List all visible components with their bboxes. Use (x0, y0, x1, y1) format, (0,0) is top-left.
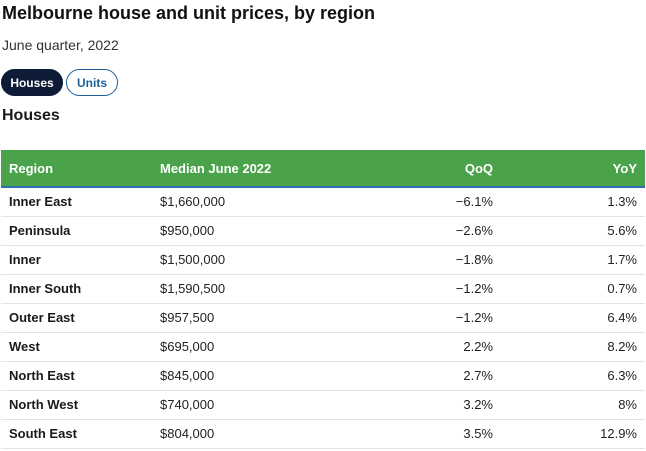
tab-bar: Houses Units (1, 69, 118, 96)
cell-qoq: −2.6% (365, 216, 501, 246)
cell-region: Inner (1, 245, 152, 275)
cell-qoq: 3.5% (365, 419, 501, 449)
table-row: North West $740,000 3.2% 8% (1, 390, 645, 420)
cell-median: $1,590,500 (152, 274, 365, 304)
cell-qoq: −1.2% (365, 274, 501, 304)
cell-region: Inner South (1, 274, 152, 304)
cell-region: South East (1, 419, 152, 449)
section-heading: Houses (2, 107, 60, 124)
cell-median: $957,500 (152, 303, 365, 333)
cell-qoq: −1.2% (365, 303, 501, 333)
cell-qoq: 3.2% (365, 390, 501, 420)
page-subtitle: June quarter, 2022 (2, 37, 119, 53)
cell-median: $695,000 (152, 332, 365, 362)
cell-median: $804,000 (152, 419, 365, 449)
cell-region: Inner East (1, 187, 152, 217)
table-row: North East $845,000 2.7% 6.3% (1, 361, 645, 391)
cell-region: North West (1, 390, 152, 420)
cell-yoy: 8.2% (501, 332, 645, 362)
cell-yoy: 8% (501, 390, 645, 420)
table-row: West $695,000 2.2% 8.2% (1, 332, 645, 362)
table-row: Inner East $1,660,000 −6.1% 1.3% (1, 187, 645, 217)
table-row: South East $804,000 3.5% 12.9% (1, 419, 645, 449)
cell-qoq: −6.1% (365, 187, 501, 217)
page-title: Melbourne house and unit prices, by regi… (2, 3, 376, 23)
cell-yoy: 1.3% (501, 187, 645, 217)
table-row: Inner $1,500,000 −1.8% 1.7% (1, 245, 645, 275)
cell-qoq: 2.7% (365, 361, 501, 391)
price-table: Region Median June 2022 QoQ YoY Inner Ea… (1, 150, 645, 449)
cell-region: Peninsula (1, 216, 152, 246)
cell-yoy: 5.6% (501, 216, 645, 246)
table-header-row: Region Median June 2022 QoQ YoY (1, 150, 645, 188)
cell-median: $950,000 (152, 216, 365, 246)
cell-yoy: 6.4% (501, 303, 645, 333)
cell-median: $1,500,000 (152, 245, 365, 275)
column-header-qoq: QoQ (365, 150, 501, 188)
cell-yoy: 1.7% (501, 245, 645, 275)
cell-median: $845,000 (152, 361, 365, 391)
column-header-median: Median June 2022 (152, 150, 365, 188)
cell-yoy: 6.3% (501, 361, 645, 391)
cell-median: $740,000 (152, 390, 365, 420)
cell-yoy: 12.9% (501, 419, 645, 449)
tab-houses[interactable]: Houses (1, 69, 63, 96)
tab-units[interactable]: Units (66, 69, 118, 96)
table-row: Peninsula $950,000 −2.6% 5.6% (1, 216, 645, 246)
cell-region: Outer East (1, 303, 152, 333)
column-header-yoy: YoY (501, 150, 645, 188)
column-header-region: Region (1, 150, 152, 188)
cell-qoq: 2.2% (365, 332, 501, 362)
cell-region: West (1, 332, 152, 362)
table-row: Outer East $957,500 −1.2% 6.4% (1, 303, 645, 333)
cell-qoq: −1.8% (365, 245, 501, 275)
cell-region: North East (1, 361, 152, 391)
table-row: Inner South $1,590,500 −1.2% 0.7% (1, 274, 645, 304)
cell-median: $1,660,000 (152, 187, 365, 217)
cell-yoy: 0.7% (501, 274, 645, 304)
